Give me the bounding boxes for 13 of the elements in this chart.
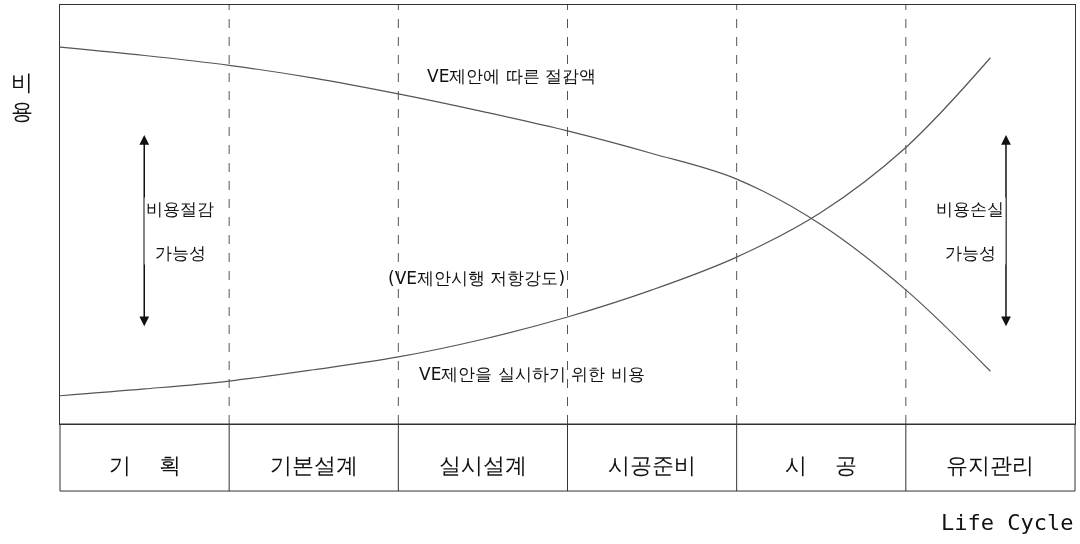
annotation: VE제안에 따른 절감액 [427,66,597,86]
x-axis-title: Life Cycle [941,510,1074,535]
text: 비용절감 가능성 [146,199,214,264]
x-tick-label: 기 획 [108,453,181,479]
x-tick-label: 기본설계 [269,453,358,479]
x-tick-label: 유지관리 [946,453,1035,479]
x-tick-label: 시공준비 [608,453,697,479]
annotation: (VE제안시행 저항강도) [388,268,566,288]
x-tick-label: 시 공 [785,453,858,479]
annotation: VE제안을 실시하기 위한 비용 [419,364,645,384]
y-axis-title: 비용 [11,70,33,124]
x-tick-label: 실시설계 [438,453,527,479]
text: 비용손실 가능성 [936,199,1004,264]
